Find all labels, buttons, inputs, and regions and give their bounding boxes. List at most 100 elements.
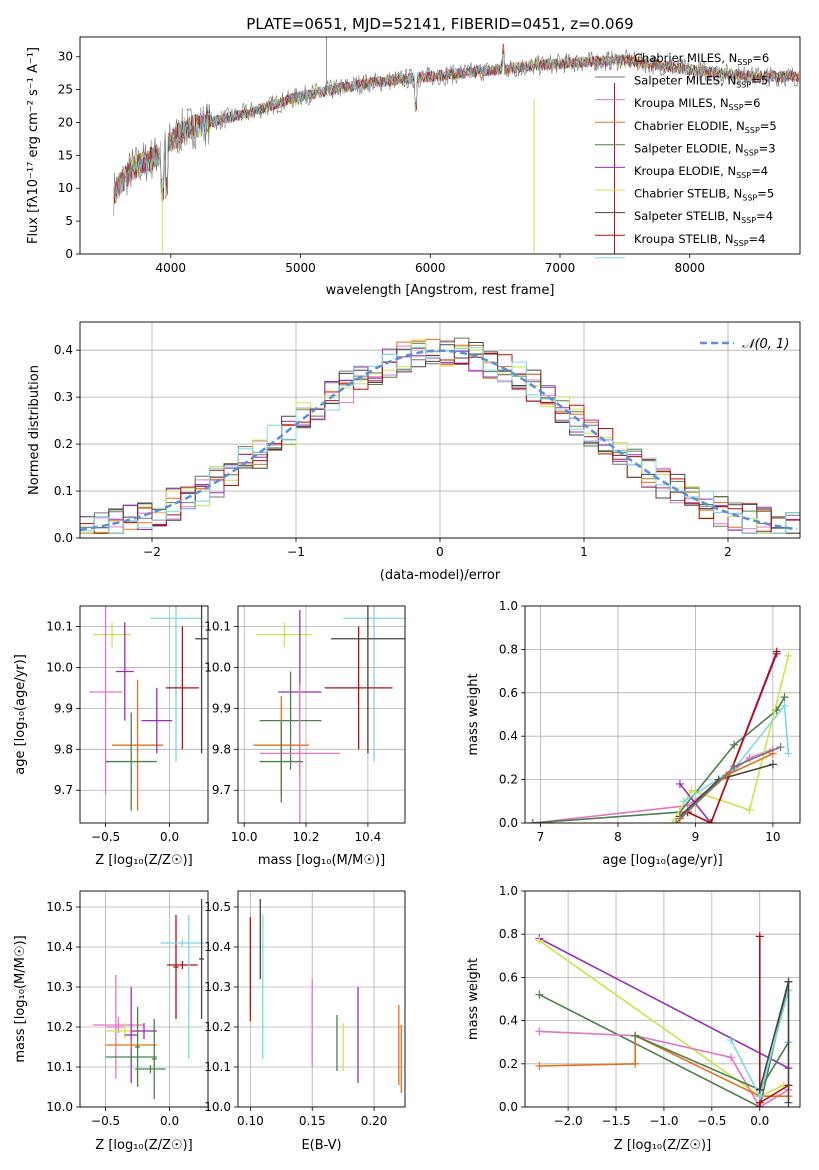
y-tick-label: 10.2 bbox=[204, 1020, 231, 1034]
weight-marker bbox=[784, 977, 793, 986]
y-tick-label: 1.0 bbox=[499, 884, 518, 898]
weight-marker bbox=[776, 743, 785, 752]
legend-entry: Chabrier MILES, NSSP=6 bbox=[634, 51, 769, 67]
x-tick-label: 10.2 bbox=[293, 830, 320, 844]
x-tick-label: 0.0 bbox=[160, 830, 179, 844]
weight-marker bbox=[755, 1085, 764, 1094]
plot-area bbox=[249, 899, 402, 1093]
y-tick-label: 10.1 bbox=[204, 1060, 231, 1074]
y-tick-label: 0.2 bbox=[54, 437, 73, 451]
panel-mass_vs_EBV: 0.10 0.15 0.20 10.0 10.1 10.2 10.3 10.4 10.5 E(B-… bbox=[204, 890, 406, 1153]
y-axis-label: age [log₁₀(age/yr)] bbox=[13, 654, 28, 775]
x-axis-label: mass [log₁₀(M/M☉)] bbox=[258, 853, 385, 868]
legend-name: Chabrier ELODIE, N bbox=[634, 119, 745, 133]
weight-marker bbox=[679, 797, 688, 806]
x-tick-label: 8000 bbox=[674, 261, 705, 275]
y-tick-label: 0.0 bbox=[54, 531, 73, 545]
x-tick-label: −1.0 bbox=[649, 1114, 678, 1128]
weight-marker bbox=[784, 1098, 793, 1107]
weight-marker bbox=[727, 1036, 736, 1045]
legend-entry: Kroupa STELIB, NSSP=4 bbox=[634, 232, 765, 248]
legend-name: Salpeter MILES, N bbox=[634, 74, 736, 88]
y-tick-label: 10.1 bbox=[46, 1060, 73, 1074]
x-tick-label: 0.10 bbox=[237, 1114, 264, 1128]
y-tick-label: 9.8 bbox=[54, 742, 73, 756]
x-axis-label: age [log₁₀(age/yr)] bbox=[602, 853, 723, 868]
x-tick-label: 4000 bbox=[156, 261, 187, 275]
x-tick-label: 10 bbox=[765, 830, 780, 844]
x-axis-label: E(B-V) bbox=[301, 1138, 341, 1153]
y-tick-label: 10.5 bbox=[204, 900, 231, 914]
axis-ticks: −0.5 0.0 10.0 10.1 10.2 10.3 10.4 10.5 bbox=[46, 900, 179, 1128]
x-tick-label: 0.0 bbox=[750, 1114, 769, 1128]
weight-line-8 bbox=[675, 746, 781, 823]
gridlines bbox=[525, 605, 800, 824]
weight-marker bbox=[772, 647, 781, 656]
weight-line-7 bbox=[679, 752, 774, 820]
legend-name: Kroupa STELIB, N bbox=[634, 232, 734, 246]
legend-name: Chabrier STELIB, N bbox=[634, 187, 742, 201]
weight-marker bbox=[780, 701, 789, 710]
y-tick-label: 0 bbox=[65, 247, 73, 261]
weight-marker bbox=[675, 779, 684, 788]
legend-entry: Chabrier ELODIE, NSSP=5 bbox=[634, 119, 777, 135]
x-tick-label: 2 bbox=[724, 545, 732, 559]
x-axis-label: (data-model)/error bbox=[380, 568, 501, 583]
panel-massweight_vs_age: 7 8 9 10 0.0 0.2 0.4 0.6 0.8 1.0 age [log₁₀(age/yr… bbox=[466, 599, 801, 868]
y-tick-label: 9.7 bbox=[54, 783, 73, 797]
weight-marker bbox=[672, 819, 681, 823]
legend-entry: 𝒩(0, 1) bbox=[742, 337, 789, 352]
legend-suffix: =4 bbox=[751, 164, 768, 178]
axes-frame bbox=[79, 36, 801, 255]
weight-marker bbox=[784, 651, 793, 660]
plot-area bbox=[88, 606, 208, 811]
y-tick-label: 0.6 bbox=[499, 970, 518, 984]
axis-ticks: −2 −1 0 1 2 0.0 0.1 0.2 0.3 0.4 bbox=[54, 343, 732, 559]
legend-sub: SSP bbox=[734, 239, 749, 248]
x-tick-label: −1 bbox=[287, 545, 305, 559]
legend-entry: Kroupa ELODIE, NSSP=4 bbox=[634, 164, 768, 180]
legend-suffix: =5 bbox=[751, 74, 768, 88]
y-axis-label: Flux [fλ10⁻¹⁷ erg cm⁻² s⁻¹ A⁻¹] bbox=[26, 47, 41, 244]
y-tick-label: 0.0 bbox=[499, 1100, 518, 1114]
y-tick-label: 10.1 bbox=[204, 619, 231, 633]
weight-marker bbox=[784, 749, 793, 758]
axis-ticks: 10.0 10.2 10.4 9.7 9.8 9.9 10.0 10.1 bbox=[204, 619, 381, 844]
axis-ticks: 4000 5000 6000 7000 8000 0 5 10 15 20 25 30 bbox=[58, 50, 705, 275]
panel-age_vs_Z: −0.5 0.0 9.7 9.8 9.9 10.0 10.1 Z [log₁₀(Z/Z☉)] a… bbox=[13, 605, 209, 868]
x-tick-label: −0.5 bbox=[697, 1114, 726, 1128]
plot-area bbox=[535, 932, 793, 1107]
x-tick-label: 6000 bbox=[415, 261, 446, 275]
y-tick-label: 0.2 bbox=[499, 773, 518, 787]
legend-name: Chabrier MILES, N bbox=[634, 51, 737, 65]
y-tick-label: 0.1 bbox=[54, 484, 73, 498]
axes-frame bbox=[237, 605, 406, 824]
legend-sub: SSP bbox=[736, 81, 751, 90]
legend-sub: SSP bbox=[744, 148, 759, 157]
gridlines bbox=[238, 891, 405, 1108]
x-tick-label: 0.20 bbox=[361, 1114, 388, 1128]
legend-sub: SSP bbox=[737, 58, 752, 67]
legend-suffix: =4 bbox=[749, 232, 766, 246]
legend-sub: SSP bbox=[745, 126, 760, 135]
legend-sub: SSP bbox=[741, 216, 756, 225]
axis-ticks: 7 8 9 10 0.0 0.2 0.4 0.6 0.8 1.0 bbox=[499, 599, 781, 844]
x-axis-label: Z [log₁₀(Z/Z☉)] bbox=[614, 1138, 711, 1153]
legend-entry: Salpeter ELODIE, NSSP=3 bbox=[634, 141, 776, 157]
y-tick-label: 9.9 bbox=[212, 701, 231, 715]
legend-name: Salpeter ELODIE, N bbox=[634, 141, 744, 155]
y-axis-label: mass weight bbox=[466, 673, 481, 755]
y-axis-label: Normed distribution bbox=[27, 365, 42, 495]
weight-marker bbox=[768, 760, 777, 769]
y-tick-label: 0.4 bbox=[499, 1014, 518, 1028]
weight-line-6 bbox=[759, 936, 789, 1107]
weight-line-0 bbox=[539, 937, 789, 1069]
y-tick-label: 0.0 bbox=[499, 816, 518, 830]
x-axis-label: Z [log₁₀(Z/Z☉)] bbox=[95, 853, 192, 868]
y-tick-label: 15 bbox=[58, 148, 73, 162]
axes-frame bbox=[524, 890, 801, 1108]
x-tick-label: −0.5 bbox=[91, 830, 120, 844]
x-tick-label: 8 bbox=[614, 830, 622, 844]
spectrum-line-7 bbox=[113, 47, 799, 204]
spectrum-line-0 bbox=[113, 47, 799, 217]
